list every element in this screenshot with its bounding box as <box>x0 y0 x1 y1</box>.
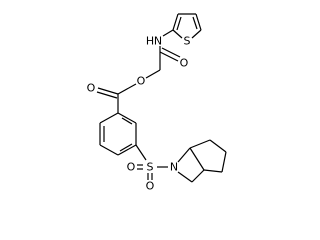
atom-label: N <box>154 35 162 48</box>
atom-label: O <box>146 180 155 193</box>
atom-label: O <box>180 57 189 70</box>
atom-label: O <box>127 161 136 174</box>
atom-label: O <box>137 75 146 88</box>
molecule: H N O S O O O S O N <box>87 13 227 193</box>
atom-label: N <box>170 161 178 174</box>
atom-label: H <box>146 35 154 48</box>
atom-label: O <box>87 82 96 95</box>
bonds <box>96 13 227 183</box>
atom-labels: H N O S O O O S O N <box>87 35 191 193</box>
atom-label: S <box>147 161 154 174</box>
atom-label: S <box>184 35 191 48</box>
